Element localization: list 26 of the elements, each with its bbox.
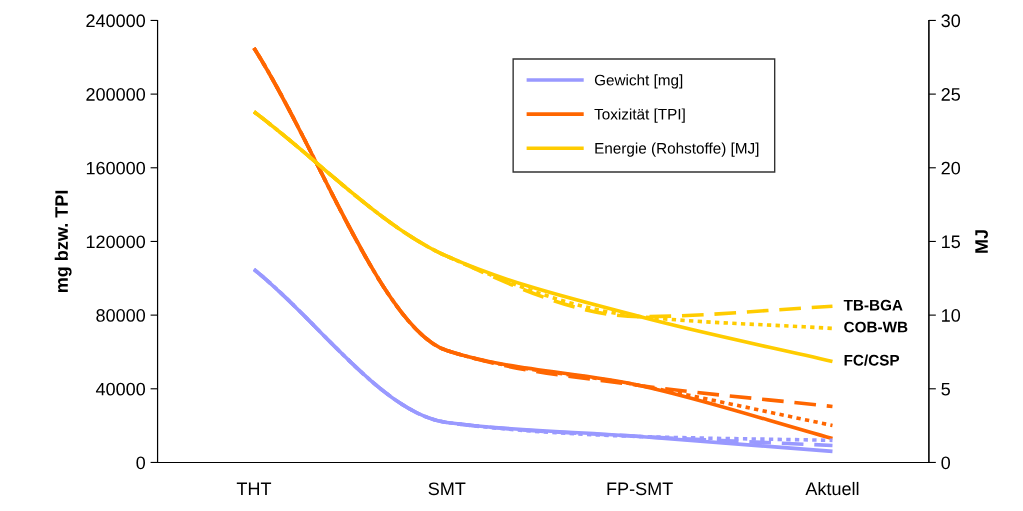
annotation: FC/CSP <box>844 354 900 366</box>
legend-label: Gewicht [mg] <box>594 74 683 89</box>
y2-tick-label: 20 <box>941 161 961 175</box>
y-tick-label: 0 <box>136 456 146 470</box>
legend-label: Toxizität [TPI] <box>594 108 685 123</box>
y-tick-label: 120000 <box>86 235 146 249</box>
annotation: COB-WB <box>844 321 908 333</box>
y-tick-label: 40000 <box>95 382 146 396</box>
y-axis-title: mg bzw. TPI <box>54 190 72 293</box>
annotation: TB-BGA <box>843 299 903 311</box>
y2-tick-label: 5 <box>941 382 950 396</box>
y2-axis-title: MJ <box>975 230 988 253</box>
x-tick-label: SMT <box>428 482 466 496</box>
y2-tick-label: 10 <box>942 309 961 322</box>
legend-label: Energie (Rohstoffe) [MJ] <box>595 142 759 157</box>
y2-tick-label: 25 <box>941 88 961 101</box>
x-tick-label: FP-SMT <box>607 482 673 496</box>
x-tick-label: Aktuell <box>805 481 859 496</box>
x-tick-label: THT <box>236 482 272 495</box>
y2-tick-label: 15 <box>942 235 961 249</box>
y2-tick-label: 0 <box>941 456 951 470</box>
y-tick-label: 160000 <box>86 161 146 175</box>
y2-tick-label: 30 <box>941 14 961 28</box>
y-tick-label: 240000 <box>86 14 146 28</box>
y-tick-label: 80000 <box>96 309 146 322</box>
y-tick-label: 200000 <box>86 88 146 101</box>
